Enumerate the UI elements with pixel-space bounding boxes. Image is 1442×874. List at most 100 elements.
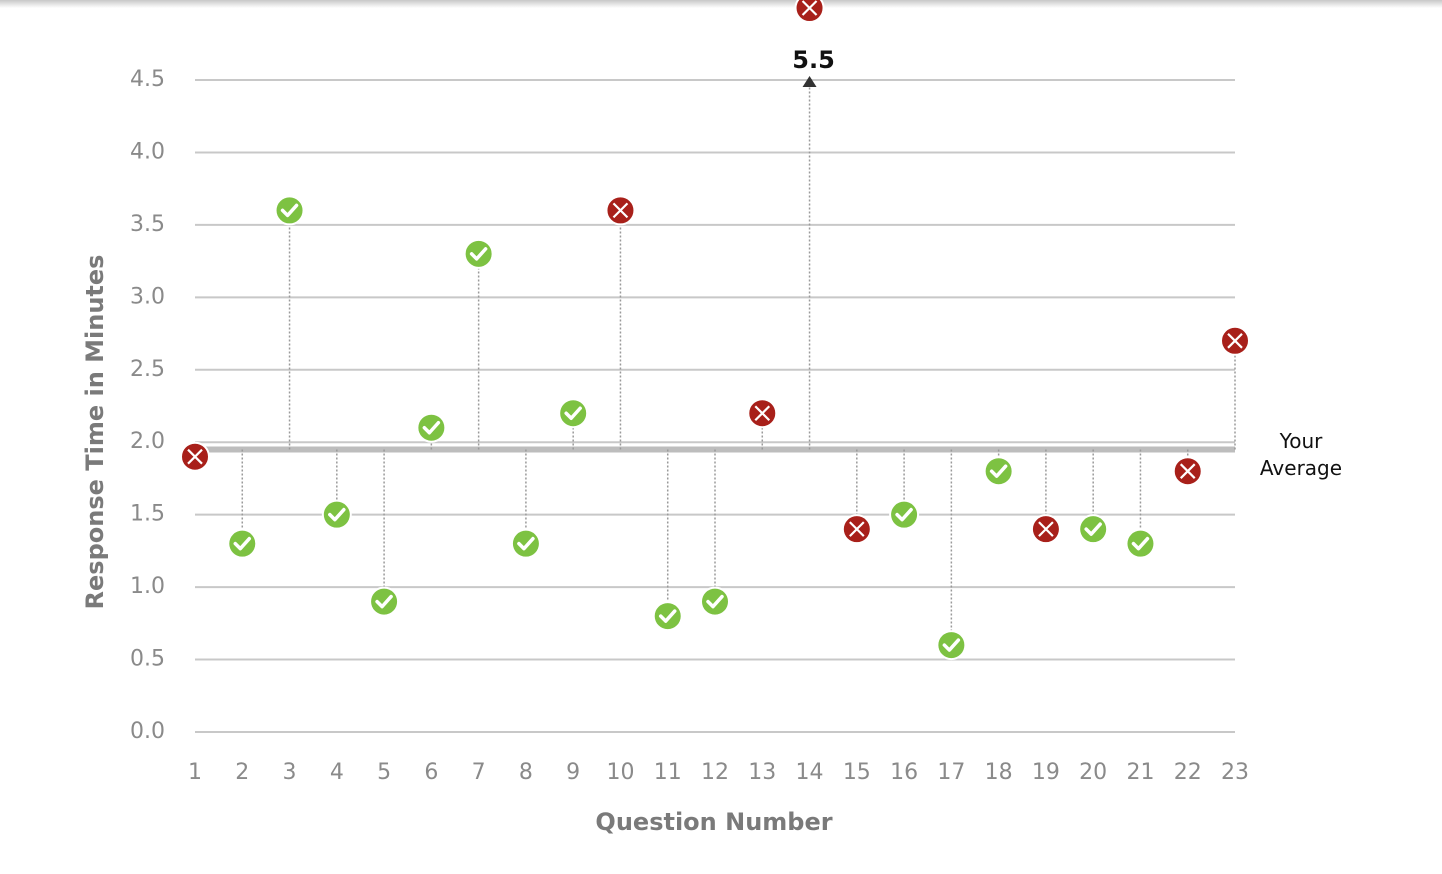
x-tick-label: 20 xyxy=(1079,760,1107,785)
marker-circle xyxy=(1125,528,1156,559)
check-icon xyxy=(1084,522,1102,536)
point xyxy=(936,630,967,661)
average-label: Your Average xyxy=(1259,429,1343,480)
marker-circle xyxy=(510,528,541,559)
marker-circle xyxy=(936,630,967,661)
point xyxy=(889,499,920,530)
x-tick-label: 10 xyxy=(606,760,634,785)
marker-circle xyxy=(321,499,352,530)
y-tick-label: 0.0 xyxy=(130,719,165,744)
point xyxy=(463,238,494,269)
cross-icon xyxy=(754,405,771,422)
y-tick-label: 1.0 xyxy=(130,574,165,599)
check-icon xyxy=(564,406,582,420)
x-tick-label: 6 xyxy=(424,760,438,785)
x-tick-label: 16 xyxy=(890,760,918,785)
point xyxy=(983,456,1014,487)
point xyxy=(321,499,352,530)
point xyxy=(747,398,778,429)
check-icon xyxy=(233,536,252,551)
marker-circle xyxy=(1078,514,1109,545)
marker-circle xyxy=(463,238,494,269)
y-tick-label: 3.0 xyxy=(130,284,165,309)
marker-circle xyxy=(558,398,589,429)
cross-icon xyxy=(612,202,629,219)
x-axis-label: Question Number xyxy=(595,808,832,836)
check-icon xyxy=(658,609,677,623)
cross-icon xyxy=(1227,333,1243,349)
y-tick-label: 2.5 xyxy=(130,357,165,382)
marker-circle xyxy=(274,195,305,226)
top-shadow xyxy=(0,0,1442,8)
x-tick-label: 17 xyxy=(937,760,965,785)
cross-icon xyxy=(801,0,818,16)
x-tick-label: 11 xyxy=(654,760,682,785)
y-tick-label: 2.0 xyxy=(130,429,165,454)
x-tick-label: 7 xyxy=(472,760,486,785)
check-icon xyxy=(895,507,913,522)
x-tick-label: 22 xyxy=(1174,760,1202,785)
point xyxy=(1172,456,1203,487)
x-tick-label: 4 xyxy=(330,760,344,785)
marker-circle xyxy=(227,528,258,559)
x-tick-label: 13 xyxy=(748,760,776,785)
point xyxy=(510,528,541,559)
point xyxy=(1030,514,1061,545)
point xyxy=(652,601,683,632)
cross-icon xyxy=(1038,521,1054,537)
check-icon xyxy=(1131,536,1150,551)
x-tick-label: 3 xyxy=(283,760,297,785)
y-tick-label: 0.5 xyxy=(130,647,165,672)
point xyxy=(605,195,636,226)
x-tick-label: 2 xyxy=(235,760,249,785)
x-tick-label: 5 xyxy=(377,760,391,785)
marker-circle xyxy=(700,586,730,617)
point xyxy=(1078,514,1109,545)
marker-circle xyxy=(889,499,920,530)
point xyxy=(1125,528,1156,559)
marker-circle xyxy=(794,0,825,23)
y-tick-label: 1.5 xyxy=(130,502,165,527)
x-tick-label: 12 xyxy=(701,760,729,785)
point xyxy=(227,528,258,559)
y-axis-label: Response Time in Minutes xyxy=(81,255,109,610)
y-tick-label: 4.0 xyxy=(130,139,165,164)
check-icon xyxy=(469,247,488,261)
marker-circle xyxy=(652,601,683,632)
check-icon xyxy=(375,594,393,609)
point xyxy=(274,195,305,226)
y-tick-label: 3.5 xyxy=(130,212,165,237)
check-icon xyxy=(989,464,1008,478)
point xyxy=(841,514,872,545)
check-icon xyxy=(942,638,961,652)
y-tick-label: 4.5 xyxy=(130,67,165,92)
x-tick-label: 15 xyxy=(843,760,871,785)
x-tick-label: 19 xyxy=(1032,760,1060,785)
x-tick-label: 9 xyxy=(566,760,580,785)
data-label: 5.5 xyxy=(792,46,835,74)
overflow-arrow xyxy=(802,76,817,87)
cross-icon xyxy=(1179,463,1196,479)
marker-circle xyxy=(416,412,447,443)
point xyxy=(416,412,447,443)
x-tick-label: 21 xyxy=(1126,760,1154,785)
check-icon xyxy=(422,420,441,435)
marker-circle xyxy=(369,586,400,617)
x-tick-label: 14 xyxy=(796,760,824,785)
check-icon xyxy=(328,507,346,522)
x-tick-label: 18 xyxy=(985,760,1013,785)
check-icon xyxy=(706,594,724,609)
point xyxy=(369,586,400,617)
x-tick-label: 1 xyxy=(188,760,202,785)
check-icon xyxy=(517,536,535,551)
point xyxy=(180,441,210,472)
x-tick-label: 8 xyxy=(519,760,533,785)
check-icon xyxy=(280,203,299,218)
point xyxy=(794,0,825,23)
cross-icon xyxy=(849,521,865,537)
cross-icon xyxy=(187,448,203,465)
point xyxy=(700,586,730,617)
point xyxy=(558,398,589,429)
